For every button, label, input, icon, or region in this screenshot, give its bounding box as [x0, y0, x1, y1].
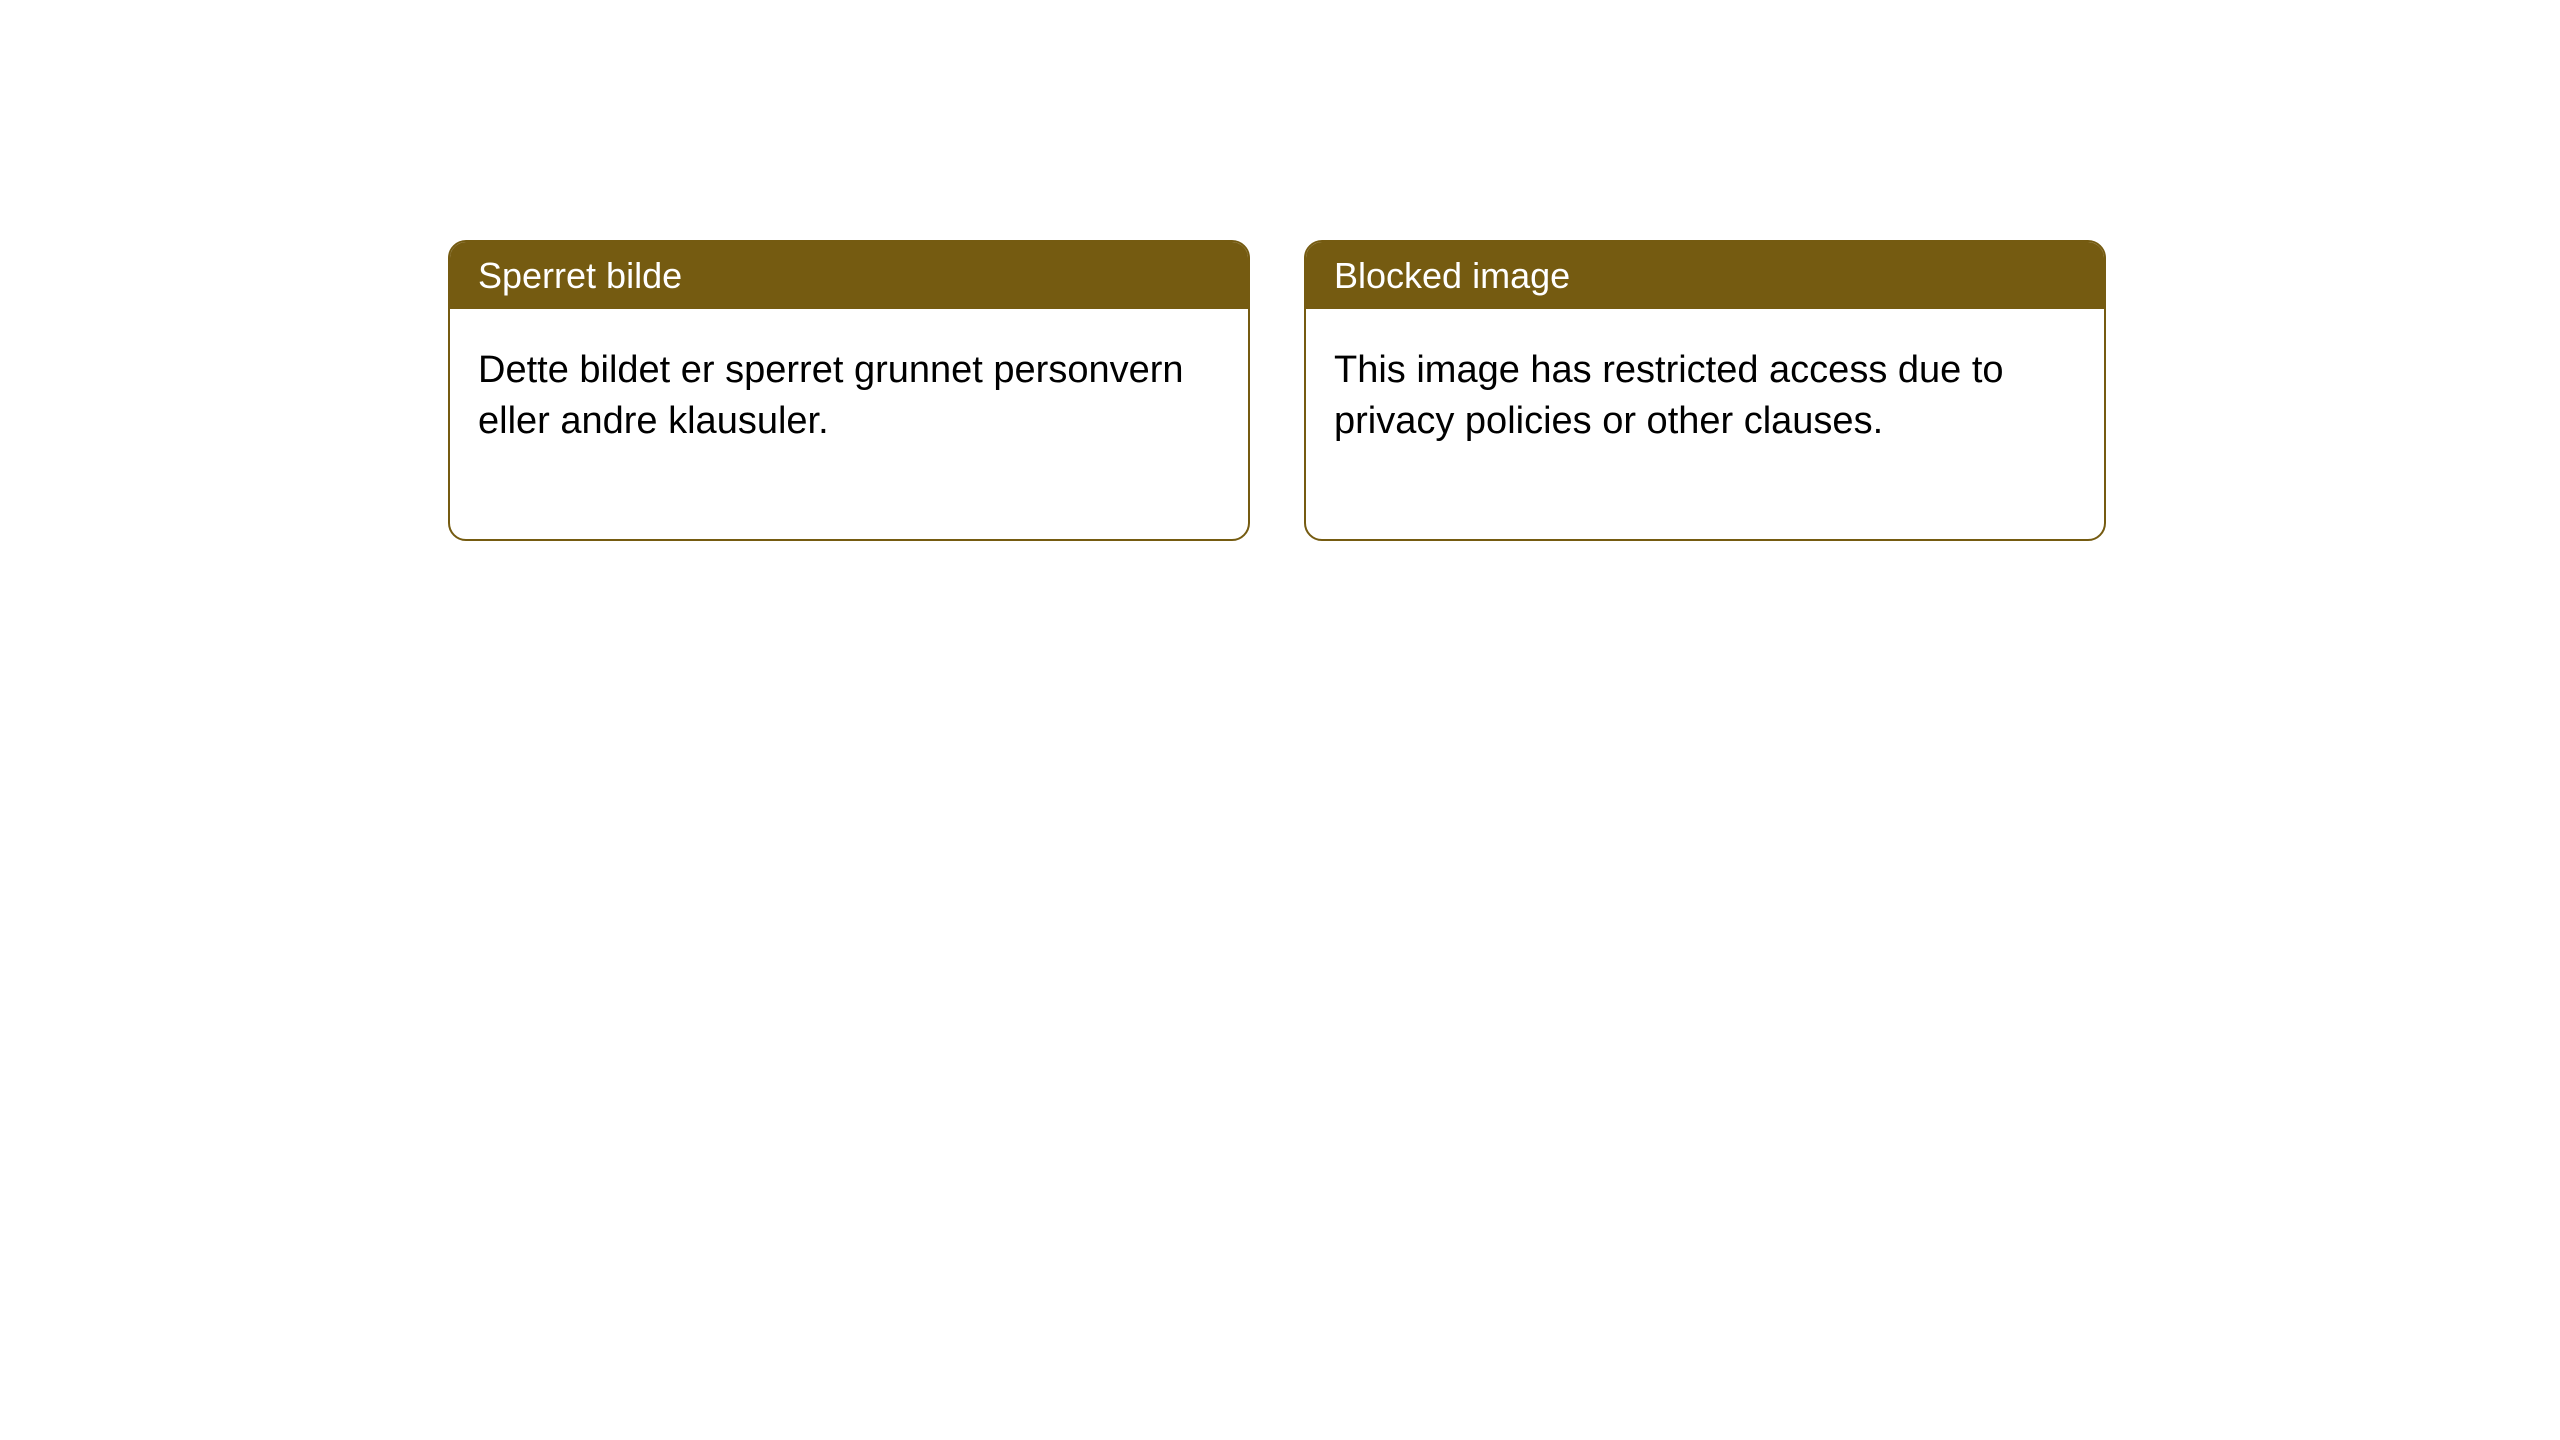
notice-header-english: Blocked image	[1306, 242, 2104, 309]
notice-box-norwegian: Sperret bilde Dette bildet er sperret gr…	[448, 240, 1250, 541]
notice-header-norwegian: Sperret bilde	[450, 242, 1248, 309]
notice-body-english: This image has restricted access due to …	[1306, 309, 2104, 539]
notice-box-english: Blocked image This image has restricted …	[1304, 240, 2106, 541]
notice-body-norwegian: Dette bildet er sperret grunnet personve…	[450, 309, 1248, 539]
notice-container: Sperret bilde Dette bildet er sperret gr…	[0, 0, 2560, 541]
